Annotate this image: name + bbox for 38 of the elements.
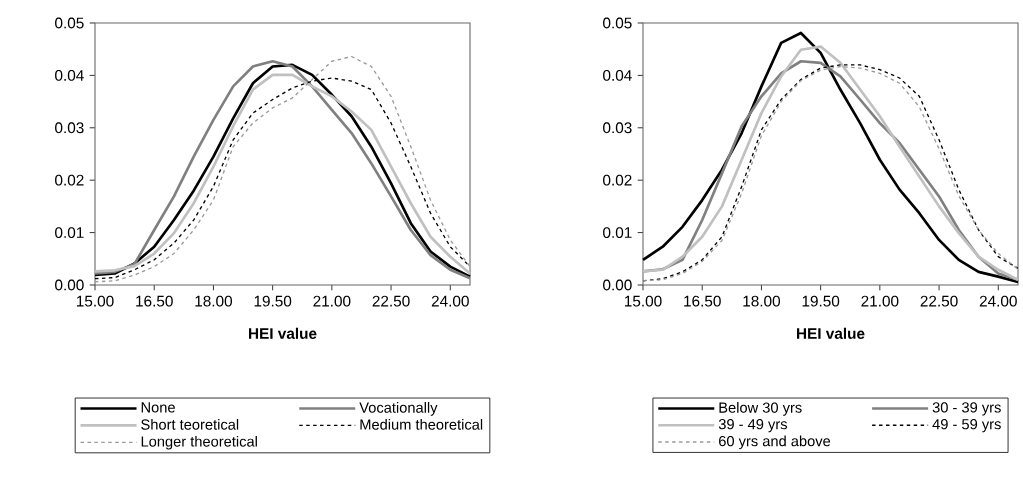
x-tick-label: 21.00	[313, 295, 351, 307]
y-tick-label: 0.02	[55, 174, 84, 186]
legend-label: Longer theoretical	[141, 435, 257, 450]
x-axis-title: HEI value	[797, 327, 865, 339]
x-tick-label: 24.00	[431, 295, 469, 307]
y-tick-label: 0.04	[55, 69, 84, 81]
x-tick-label: 16.50	[684, 295, 721, 307]
x-tick-label: 24.00	[979, 295, 1017, 307]
x-tick-label: 19.50	[802, 295, 840, 307]
y-tick-label: 0.03	[55, 122, 84, 134]
x-tick-label: 22.50	[372, 295, 410, 307]
legend-label: Medium theoretical	[360, 418, 483, 430]
y-tick-label: 0.00	[603, 279, 632, 291]
legend-label: Vocationally	[359, 402, 438, 416]
x-tick-label: 21.00	[861, 295, 899, 307]
y-tick-label: 0.04	[603, 69, 632, 81]
legend-label: None	[141, 402, 175, 413]
x-tick-label: 15.00	[624, 295, 662, 307]
x-tick-label: 22.50	[920, 295, 958, 307]
x-tick-label: 18.00	[743, 295, 780, 307]
legend-label: 60 yrs and above	[719, 435, 831, 450]
x-tick-label: 16.50	[136, 295, 173, 307]
legend-label: 39 - 49 yrs	[718, 418, 787, 433]
x-tick-label: 18.00	[195, 295, 233, 307]
x-tick-label: 15.00	[77, 295, 114, 307]
legend-label: Short teoretical	[141, 418, 239, 430]
y-tick-label: 0.05	[55, 17, 84, 29]
y-tick-label: 0.03	[603, 122, 632, 134]
y-tick-label: 0.01	[603, 227, 632, 239]
x-axis-title: HEI value	[249, 327, 317, 339]
x-tick-label: 19.50	[254, 295, 292, 307]
legend-label: 30 - 39 yrs	[932, 402, 1001, 416]
y-tick-label: 0.00	[55, 279, 84, 291]
legend-label: 49 - 59 yrs	[932, 418, 1001, 433]
y-tick-label: 0.02	[603, 174, 632, 186]
y-tick-label: 0.01	[55, 227, 84, 239]
y-tick-label: 0.05	[603, 17, 632, 29]
legend-label: Below 30 yrs	[719, 402, 802, 416]
